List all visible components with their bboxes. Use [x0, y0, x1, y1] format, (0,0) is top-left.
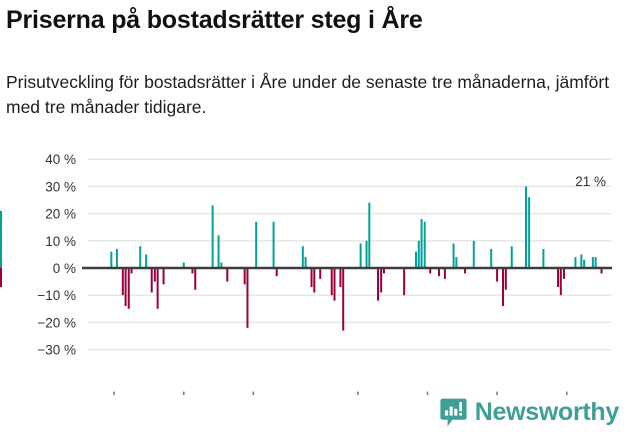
chart-gridlines — [88, 158, 612, 351]
chart-container: 40 % 30 % 20 % 10 % 0 % −10 % −20 % −30 % 20122… — [0, 150, 631, 395]
page-title: Priserna på bostadsrätter steg i Åre — [6, 6, 423, 34]
chart-x-axis: 2012201420162019202120232025 — [113, 391, 568, 395]
svg-text:40 %: 40 % — [45, 152, 76, 167]
bar-chart-speech-bubble-icon — [440, 398, 467, 427]
svg-text:−30 %: −30 % — [37, 343, 76, 358]
svg-text:−10 %: −10 % — [37, 288, 76, 303]
newsworthy-logo[interactable]: Newsworthy — [440, 398, 619, 427]
svg-text:10 %: 10 % — [45, 234, 76, 249]
svg-text:30 %: 30 % — [45, 179, 76, 194]
svg-text:0 %: 0 % — [53, 261, 76, 276]
svg-text:21 %: 21 % — [575, 174, 606, 189]
chart-y-axis: 40 % 30 % 20 % 10 % 0 % −10 % −20 % −30 % — [37, 152, 76, 357]
chart-bars — [0, 186, 603, 331]
svg-text:−20 %: −20 % — [37, 315, 76, 330]
page-subtitle: Prisutveckling för bostadsrätter i Åre u… — [6, 72, 610, 118]
chart-annotation: 21 % — [575, 174, 606, 189]
svg-text:20 %: 20 % — [45, 207, 76, 222]
bar-chart: 40 % 30 % 20 % 10 % 0 % −10 % −20 % −30 % 20122… — [0, 152, 612, 395]
newsworthy-logo-text: Newsworthy — [474, 398, 620, 426]
chart-footer: Newsworthy — [0, 396, 631, 439]
